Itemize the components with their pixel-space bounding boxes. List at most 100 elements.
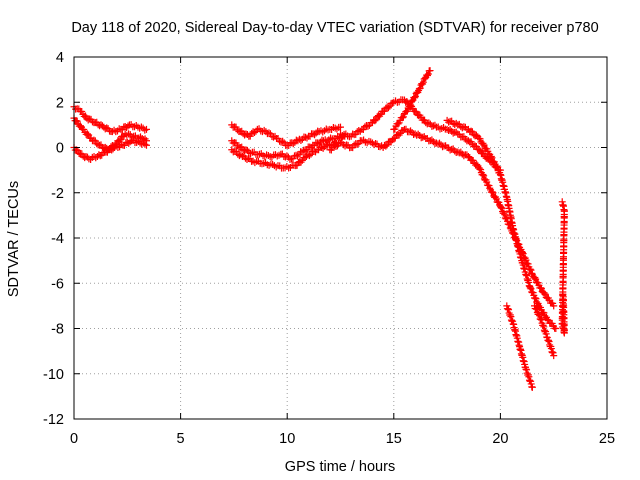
data-point bbox=[434, 140, 442, 148]
data-point bbox=[411, 93, 419, 101]
x-axis-label: GPS time / hours bbox=[285, 459, 395, 475]
data-point bbox=[382, 142, 390, 150]
data-points bbox=[70, 67, 568, 391]
data-point bbox=[289, 140, 297, 148]
data-point bbox=[407, 127, 415, 135]
data-point bbox=[301, 133, 309, 141]
data-point bbox=[297, 136, 305, 144]
data-point bbox=[535, 310, 543, 318]
data-point bbox=[531, 273, 539, 281]
data-point bbox=[527, 285, 535, 293]
data-point bbox=[394, 120, 402, 128]
data-point bbox=[458, 150, 466, 158]
series-arc-6 bbox=[228, 139, 342, 172]
data-point bbox=[260, 126, 268, 134]
data-point bbox=[265, 129, 273, 137]
data-point bbox=[479, 170, 487, 178]
data-point bbox=[110, 126, 118, 134]
data-point bbox=[90, 136, 98, 144]
data-point bbox=[500, 209, 508, 217]
data-point bbox=[424, 70, 432, 78]
chart-title: Day 118 of 2020, Sidereal Day-to-day VTE… bbox=[71, 20, 598, 36]
data-point bbox=[498, 204, 506, 212]
data-point bbox=[552, 325, 560, 332]
data-point bbox=[497, 203, 505, 211]
data-point bbox=[141, 140, 149, 148]
data-point bbox=[318, 143, 326, 151]
data-point bbox=[85, 155, 93, 163]
series-arc-3 bbox=[70, 136, 150, 163]
data-point bbox=[559, 293, 567, 301]
data-point bbox=[399, 113, 407, 121]
data-point bbox=[535, 312, 543, 320]
data-point bbox=[142, 141, 150, 149]
data-point bbox=[92, 154, 100, 162]
data-point bbox=[475, 146, 483, 154]
data-point bbox=[527, 266, 535, 274]
data-point bbox=[74, 146, 82, 154]
data-point bbox=[488, 154, 496, 162]
data-point bbox=[541, 290, 549, 298]
data-point bbox=[493, 164, 501, 172]
data-point bbox=[435, 139, 443, 147]
data-point bbox=[423, 72, 431, 80]
data-point bbox=[302, 153, 310, 161]
x-tick-label: 20 bbox=[492, 431, 508, 447]
x-tick-label: 15 bbox=[386, 431, 402, 447]
data-point bbox=[449, 129, 457, 137]
data-point bbox=[528, 383, 536, 391]
data-point bbox=[283, 152, 291, 160]
y-tick-label: 4 bbox=[56, 50, 64, 66]
data-point bbox=[116, 136, 124, 144]
data-point bbox=[446, 126, 454, 134]
series-arc-1 bbox=[70, 103, 150, 136]
data-point bbox=[313, 139, 321, 147]
data-point bbox=[279, 137, 287, 145]
data-point bbox=[445, 118, 453, 126]
data-point bbox=[452, 119, 460, 127]
data-point bbox=[477, 166, 485, 174]
data-point bbox=[414, 130, 422, 138]
data-point bbox=[550, 352, 558, 360]
data-point bbox=[406, 102, 414, 110]
data-point bbox=[460, 152, 468, 160]
y-tick-label: -8 bbox=[51, 322, 64, 338]
data-point bbox=[464, 153, 472, 161]
data-point bbox=[488, 188, 496, 196]
data-point bbox=[337, 123, 344, 131]
series-arc-5 bbox=[228, 132, 349, 163]
data-point bbox=[355, 126, 363, 134]
x-tick-label: 25 bbox=[599, 431, 615, 447]
data-point bbox=[83, 130, 91, 138]
data-point bbox=[419, 133, 427, 141]
x-tick-label: 10 bbox=[279, 431, 295, 447]
series-arc-4 bbox=[228, 121, 344, 149]
data-point bbox=[301, 147, 309, 155]
data-point bbox=[305, 152, 313, 160]
data-point bbox=[407, 101, 415, 109]
data-point bbox=[253, 125, 261, 133]
data-point bbox=[411, 94, 419, 102]
y-tick-label: -12 bbox=[43, 412, 64, 428]
data-point bbox=[540, 289, 548, 297]
y-tick-label: 0 bbox=[56, 141, 64, 157]
x-tick-label: 5 bbox=[177, 431, 185, 447]
data-point bbox=[364, 122, 372, 130]
data-point bbox=[78, 107, 86, 115]
data-point bbox=[425, 119, 433, 127]
y-tick-label: 2 bbox=[56, 95, 64, 111]
data-point bbox=[391, 125, 399, 133]
data-point bbox=[480, 141, 488, 149]
series-arc-10 bbox=[443, 116, 560, 332]
data-point bbox=[540, 309, 548, 317]
data-point bbox=[341, 142, 349, 150]
data-point bbox=[371, 117, 379, 125]
x-tick-label: 0 bbox=[70, 431, 78, 447]
data-point bbox=[304, 151, 312, 159]
data-point bbox=[429, 122, 437, 130]
series-arc-11 bbox=[503, 302, 536, 391]
data-point bbox=[489, 189, 497, 197]
data-point bbox=[112, 142, 120, 150]
